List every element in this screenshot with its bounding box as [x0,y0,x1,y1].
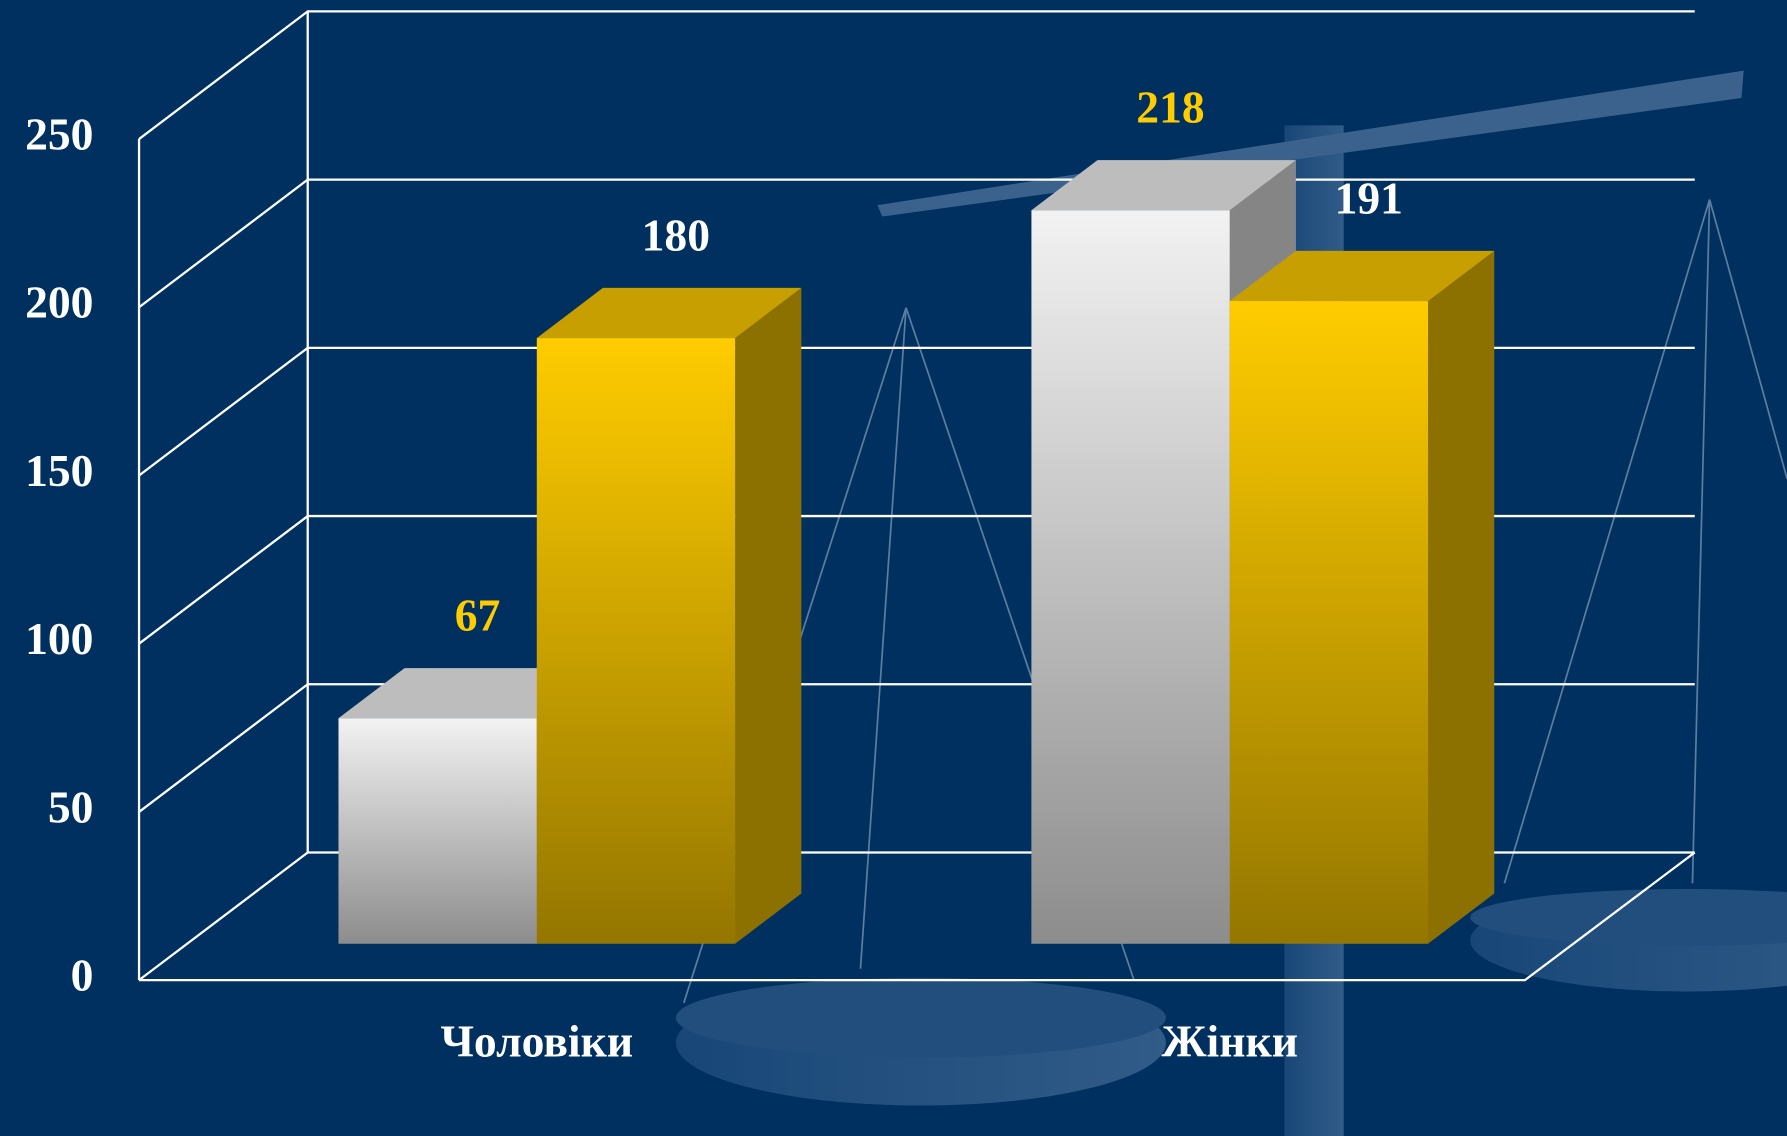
page: 050100150200250ЧоловікиЖінки67180218191 … [0,0,1787,1136]
data-label: 180 [642,210,710,261]
bar-shade [1031,210,1229,943]
bar-shade [1230,301,1428,944]
chart: 0 50 100 150 200 250 Чоловіки Жінки 67 180 218 191 [0,0,1787,1136]
bar-shade [338,718,536,943]
bar-side-shade [1428,251,1494,944]
data-label: 191 [1335,173,1403,224]
y-tick-label: 100 [25,613,93,664]
data-label: 67 [455,590,501,641]
y-tick-label: 250 [25,108,93,159]
y-tick-label: 0 [71,950,94,1001]
data-label: 218 [1136,82,1204,133]
bar-side-shade [735,288,801,944]
x-tick-label: Чоловіки [440,1016,633,1067]
y-tick-label: 150 [25,445,93,496]
x-tick-label: Жінки [1161,1016,1298,1067]
y-tick-label: 200 [25,277,93,328]
y-tick-label: 50 [48,781,94,832]
bar-shade [537,338,735,944]
